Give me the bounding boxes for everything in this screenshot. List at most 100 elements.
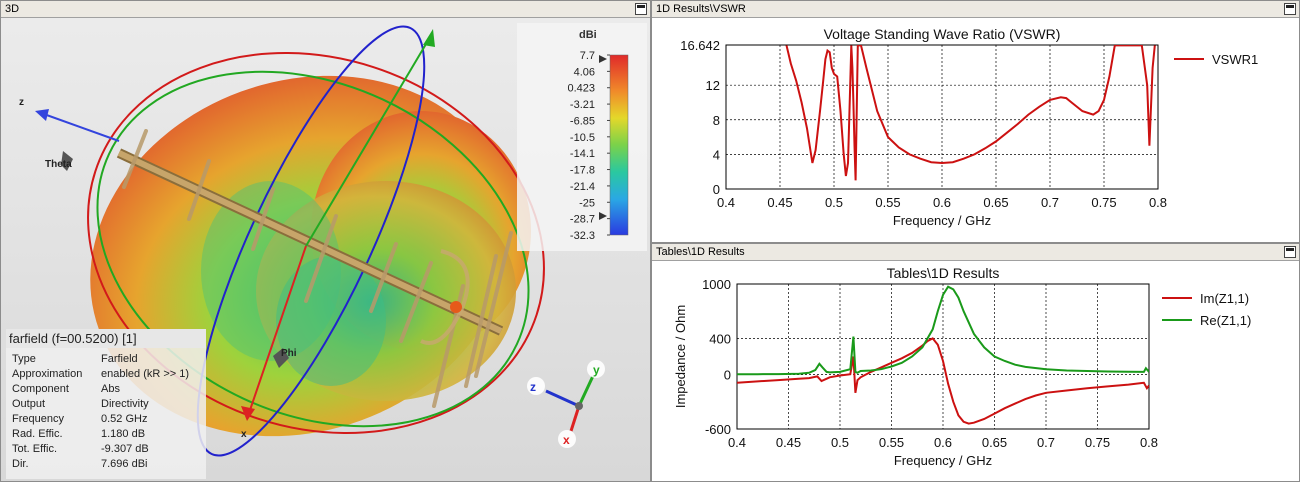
info-value: 0.52 GHz [101, 413, 148, 425]
z-axis-label: z [19, 97, 24, 108]
y-tick-label: 4 [713, 147, 720, 162]
info-value: Directivity [101, 398, 149, 410]
impedance-chart[interactable]: Tables\1D Results 0.4 0.45 0.5 0.55 0.6 0.65 0.… [652, 262, 1299, 482]
info-value: 7.696 dBi [101, 458, 148, 470]
x-tick-label: 0.65 [982, 435, 1007, 450]
panel-impedance-title: Tables\1D Results [656, 246, 745, 258]
colorbar-tick-label: 7.7 [580, 50, 595, 62]
theta-label: Theta [45, 159, 72, 170]
vswr-chart[interactable]: Voltage Standing Wave Ratio (VSWR) 0.4 0.4… [652, 19, 1299, 243]
y-tick-label: 0 [713, 182, 720, 197]
y-axis-label: Impedance / Ohm [673, 305, 688, 408]
info-header: farfield (f=00.5200) [1] [6, 329, 206, 348]
panel-impedance: Tables\1D Results Tables\1D Results 0.4 0.… [651, 243, 1300, 482]
info-key: Approximation [12, 368, 83, 380]
x-tick-label: 0.5 [831, 435, 849, 450]
green-circle [96, 70, 530, 428]
panel-3d-title: 3D [5, 3, 20, 15]
triad-y-label: y [593, 363, 600, 377]
info-value: Farfield [101, 353, 138, 365]
y-tick-label: 1000 [702, 277, 731, 292]
x-tick-label: 0.55 [875, 195, 900, 210]
theta-marker [61, 151, 73, 171]
colorbar-legend: dBi 7.7 4.06 0.423 -3.21 -6.85 -10.5 -14.1 -17.… [517, 23, 647, 251]
panel-3d-titlebar: 3D [1, 1, 650, 18]
x-tick-label: 0.45 [767, 195, 792, 210]
y-tick-label: 8 [713, 113, 720, 128]
chart-title: Tables\1D Results [887, 265, 1000, 281]
colorbar-tick-label: -21.4 [570, 181, 595, 193]
panel-vswr: 1D Results\VSWR Voltage Standing Wave Ra… [651, 0, 1300, 243]
info-value: Abs [101, 383, 120, 395]
legend-label: VSWR1 [1212, 52, 1258, 67]
radiation-pattern [90, 75, 531, 437]
x-axis-label: Frequency / GHz [893, 213, 991, 228]
info-key: Type [12, 353, 36, 365]
x-tick-label: 0.6 [934, 435, 952, 450]
info-value: 1.180 dB [101, 428, 146, 440]
x-tick-label: 0.75 [1085, 435, 1110, 450]
phi-marker [273, 348, 289, 368]
info-value: -9.307 dB [101, 443, 149, 455]
colorbar-tick-label: 4.06 [574, 66, 595, 78]
colorbar-tick-label: -3.21 [570, 99, 595, 111]
maximize-button-3d[interactable] [635, 3, 647, 15]
triad-x-label: x [563, 433, 570, 447]
x-tick-label: 0.5 [825, 195, 843, 210]
y-tick-label: -600 [705, 422, 731, 437]
legend-label: Im(Z1,1) [1200, 291, 1249, 306]
colorbar-unit: dBi [579, 29, 597, 41]
x-tick-label: 0.65 [983, 195, 1008, 210]
x-tick-label: 0.4 [728, 435, 746, 450]
phi-label: Phi [281, 348, 297, 359]
panel-vswr-titlebar: 1D Results\VSWR [652, 1, 1299, 18]
x-tick-label: 0.55 [879, 435, 904, 450]
colorbar-tick-label: -17.8 [570, 165, 595, 177]
series-line-imz11 [737, 337, 1149, 425]
farfield-info-box: farfield (f=00.5200) [1] Type Farfield A… [6, 329, 206, 479]
chart-title: Voltage Standing Wave Ratio (VSWR) [824, 26, 1061, 42]
colorbar [609, 54, 629, 236]
colorbar-tick-label: -25 [579, 197, 595, 209]
colorbar-tick-label: -14.1 [570, 148, 595, 160]
info-value: enabled (kR >> 1) [101, 368, 190, 380]
x-tick-label: 0.7 [1037, 435, 1055, 450]
x-tick-label: 0.8 [1149, 195, 1167, 210]
maximize-button-vswr[interactable] [1284, 3, 1296, 15]
legend-label: Re(Z1,1) [1200, 313, 1251, 328]
x-axis-label: Frequency / GHz [894, 453, 992, 468]
orientation-triad: y z x [527, 360, 605, 448]
y-tick-label: 0 [724, 368, 731, 383]
farfield-3d-view[interactable]: z x Theta Phi y z x [1, 1, 651, 482]
info-key: Rad. Effic. [12, 428, 63, 440]
info-key: Dir. [12, 458, 29, 470]
info-key: Component [12, 383, 69, 395]
panel-3d: 3D [0, 0, 651, 482]
info-key: Frequency [12, 413, 64, 425]
colorbar-tick-label: -10.5 [570, 132, 595, 144]
x-tick-label: 0.4 [717, 195, 735, 210]
x-tick-label: 0.75 [1091, 195, 1116, 210]
info-key: Output [12, 398, 46, 410]
triad-z-label: z [530, 380, 536, 394]
red-circle [87, 52, 545, 434]
x-tick-label: 0.6 [933, 195, 951, 210]
colorbar-tick-label: -32.3 [570, 230, 595, 242]
colorbar-tick-label: -6.85 [570, 115, 595, 127]
series-line-rez11 [737, 285, 1149, 376]
y-tick-label: 16.642 [680, 38, 720, 53]
x-tick-label: 0.45 [776, 435, 801, 450]
panel-vswr-title: 1D Results\VSWR [656, 3, 746, 15]
x-axis-label: x [241, 429, 247, 440]
colorbar-tick-label: 0.423 [567, 83, 595, 95]
series-line-vswr1 [785, 45, 1156, 181]
panel-impedance-titlebar: Tables\1D Results [652, 244, 1299, 261]
y-tick-label: 12 [706, 78, 720, 93]
y-tick-label: 400 [709, 331, 731, 346]
x-tick-label: 0.8 [1140, 435, 1158, 450]
antenna-model [116, 129, 513, 408]
info-key: Tot. Effic. [12, 443, 58, 455]
maximize-button-impedance[interactable] [1284, 246, 1296, 258]
x-tick-label: 0.7 [1041, 195, 1059, 210]
colorbar-tick-label: -28.7 [570, 214, 595, 226]
